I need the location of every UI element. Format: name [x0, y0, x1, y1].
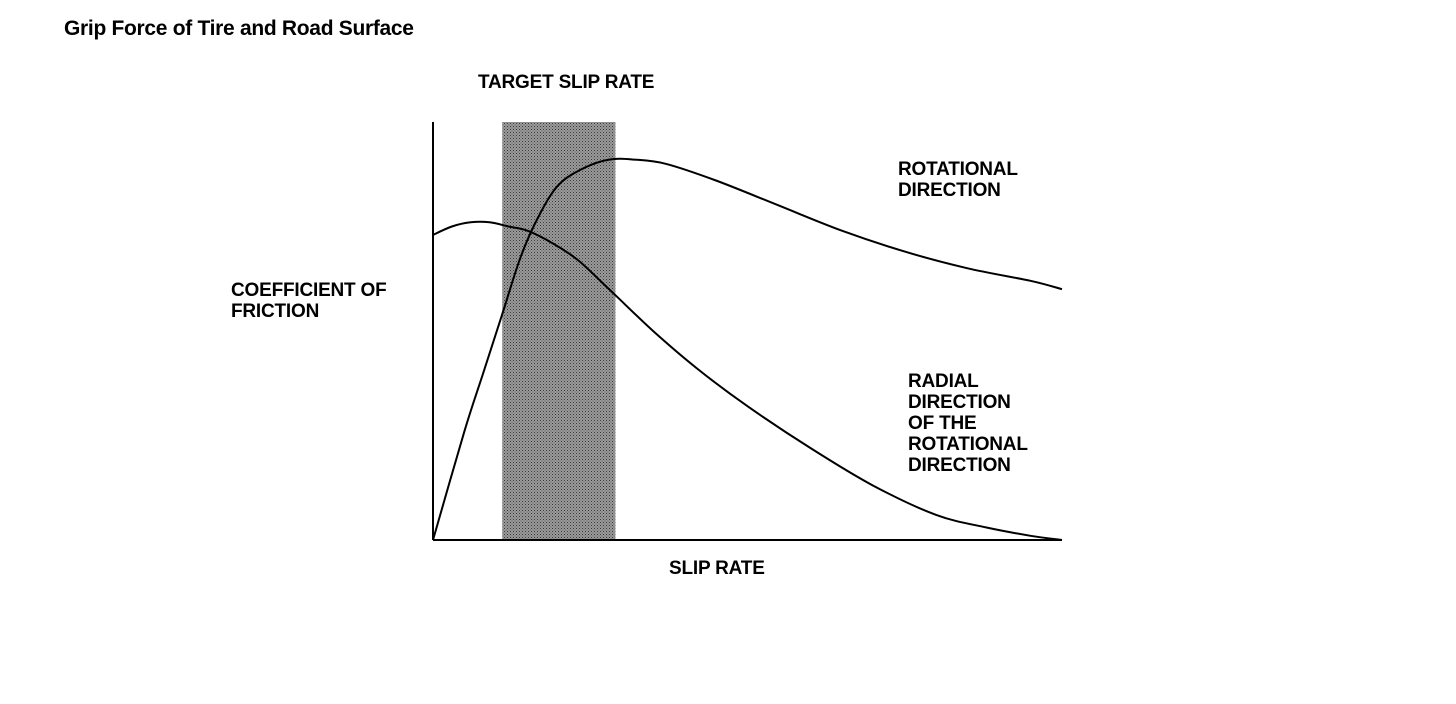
target-slip-rate-label: TARGET SLIP RATE	[478, 72, 655, 93]
series-label-line: OF THE	[908, 413, 977, 434]
y-axis-label-line: FRICTION	[231, 301, 320, 322]
series-label-rotational: ROTATIONAL DIRECTION	[898, 159, 1098, 201]
series-label-radial: RADIAL DIRECTION OF THE ROTATIONAL DIREC…	[908, 371, 1108, 476]
series-line-radial-direction	[432, 220, 1063, 541]
series-label-line: ROTATIONAL	[908, 434, 1028, 455]
y-axis-label-line: COEFFICIENT OF	[231, 280, 387, 301]
series-label-line: ROTATIONAL	[898, 159, 1018, 180]
y-axis-label: COEFFICIENT OF FRICTION	[231, 280, 431, 322]
target-slip-rate-band	[502, 122, 616, 540]
chart-title: Grip Force of Tire and Road Surface	[64, 17, 414, 40]
series-label-line: RADIAL	[908, 371, 979, 392]
series-line-rotational-direction	[432, 157, 1063, 541]
series-label-line: DIRECTION	[908, 392, 1011, 413]
series-label-line: DIRECTION	[898, 180, 1001, 201]
x-axis-label: SLIP RATE	[669, 558, 765, 579]
series-label-line: DIRECTION	[908, 455, 1011, 476]
